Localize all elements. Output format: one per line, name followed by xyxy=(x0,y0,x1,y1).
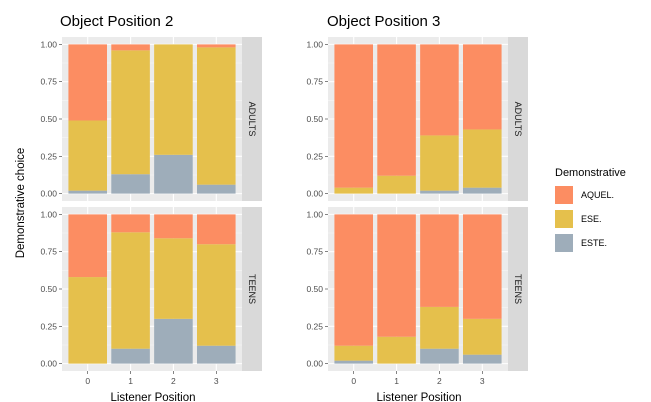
y-tick-label: 0.50 xyxy=(306,114,323,124)
x-tick-label: 3 xyxy=(214,376,219,386)
bar-ese-3 xyxy=(197,244,236,346)
y-tick-label: 0.25 xyxy=(306,151,323,161)
panels: 0.000.250.500.751.00ADULTS0.000.250.500.… xyxy=(40,37,528,386)
bar-este-1 xyxy=(111,174,150,194)
panel-title-object-position-2: Object Position 2 xyxy=(60,13,173,30)
bar-ese-3 xyxy=(463,129,502,188)
x-tick-label: 0 xyxy=(351,376,356,386)
bar-ese-1 xyxy=(377,175,416,194)
legend-key-ese xyxy=(555,210,573,228)
y-axis-title: Demonstrative choice xyxy=(15,148,27,259)
bar-aquel-2 xyxy=(420,214,459,307)
bar-aquel-1 xyxy=(377,44,416,176)
panel-object-position-2-adults: 0.00 0.25 0.50 0.75 1.00 ADULTS xyxy=(40,37,262,201)
legend-label-ese: ESE. xyxy=(581,214,602,224)
panel-object-position-3-adults: 0.00 0.25 0.50 0.75 1.00 ADULTS xyxy=(306,37,528,201)
bar-aquel-1 xyxy=(377,214,416,337)
bar-aquel-3 xyxy=(197,214,236,245)
y-tick-label: 0.75 xyxy=(306,247,323,257)
y-tick-label: 0.00 xyxy=(306,189,323,199)
y-tick-label: 0.75 xyxy=(306,77,323,87)
bar-aquel-1 xyxy=(111,44,150,51)
legend-label-aquel: AQUEL. xyxy=(581,190,614,200)
y-tick-label: 0.50 xyxy=(306,284,323,294)
bar-aquel-3 xyxy=(197,44,236,48)
bar-aquel-3 xyxy=(463,44,502,130)
y-tick-label: 1.00 xyxy=(306,209,323,219)
x-tick-label: 1 xyxy=(394,376,399,386)
bar-ese-2 xyxy=(154,44,193,155)
legend-title: Demonstrative xyxy=(555,167,626,179)
y-tick-label: 1.00 xyxy=(40,39,57,49)
bar-este-0 xyxy=(68,190,107,194)
bar-ese-3 xyxy=(197,47,236,185)
panel-object-position-3-teens: 0.00 0.25 0.50 0.75 1.00 0 1 2 3 TEENS xyxy=(306,207,528,386)
bar-este-3 xyxy=(197,184,236,194)
y-tick-label: 0.00 xyxy=(306,359,323,369)
bar-ese-2 xyxy=(420,306,459,349)
bar-aquel-0 xyxy=(334,214,373,346)
panel-title-object-position-3: Object Position 3 xyxy=(327,13,440,30)
legend: Demonstrative AQUEL. ESE. ESTE. xyxy=(555,167,626,252)
y-tick-label: 0.25 xyxy=(40,151,57,161)
bar-aquel-2 xyxy=(420,44,459,136)
x-tick-label: 2 xyxy=(437,376,442,386)
y-tick-label: 0.25 xyxy=(306,321,323,331)
bar-aquel-0 xyxy=(334,44,373,188)
bar-este-3 xyxy=(463,354,502,364)
y-tick-label: 0.75 xyxy=(40,77,57,87)
y-tick-label: 0.25 xyxy=(40,321,57,331)
bar-ese-2 xyxy=(154,238,193,319)
facet-strip-label: TEENS xyxy=(247,274,257,304)
y-tick-label: 0.00 xyxy=(40,189,57,199)
facet-strip-label: ADULTS xyxy=(247,102,257,137)
x-tick-label: 1 xyxy=(128,376,133,386)
facet-strip xyxy=(242,37,262,201)
legend-key-este xyxy=(555,234,573,252)
x-axis-title-left: Listener Position xyxy=(110,392,195,402)
bar-este-2 xyxy=(154,318,193,364)
bar-ese-1 xyxy=(377,336,416,364)
x-tick-label: 3 xyxy=(480,376,485,386)
bar-aquel-3 xyxy=(463,214,502,319)
bar-ese-1 xyxy=(111,232,150,349)
legend-key-aquel xyxy=(555,186,573,204)
facet-strip xyxy=(508,207,528,371)
bar-ese-2 xyxy=(420,135,459,191)
bar-este-2 xyxy=(154,154,193,194)
facet-strip xyxy=(242,207,262,371)
panel-object-position-2-teens: 0.00 0.25 0.50 0.75 1.00 0 1 2 3 TEENS xyxy=(40,207,262,386)
legend-label-este: ESTE. xyxy=(581,238,607,248)
bar-este-1 xyxy=(111,348,150,364)
y-tick-label: 0.00 xyxy=(40,359,57,369)
y-tick-label: 0.75 xyxy=(40,247,57,257)
bar-ese-3 xyxy=(463,318,502,355)
facet-strip xyxy=(508,37,528,201)
y-tick-label: 0.50 xyxy=(40,114,57,124)
bar-ese-0 xyxy=(334,187,373,194)
bar-ese-0 xyxy=(68,277,107,364)
x-tick-label: 2 xyxy=(171,376,176,386)
bar-este-3 xyxy=(463,187,502,194)
facet-strip-label: ADULTS xyxy=(513,102,523,137)
bar-ese-0 xyxy=(68,120,107,191)
bar-ese-1 xyxy=(111,50,150,175)
bar-este-2 xyxy=(420,348,459,364)
facet-strip-label: TEENS xyxy=(513,274,523,304)
bar-este-2 xyxy=(420,190,459,194)
x-tick-label: 0 xyxy=(85,376,90,386)
y-tick-label: 0.50 xyxy=(40,284,57,294)
bar-aquel-2 xyxy=(154,214,193,239)
bar-aquel-1 xyxy=(111,214,150,233)
bar-aquel-0 xyxy=(68,214,107,278)
y-tick-label: 1.00 xyxy=(40,209,57,219)
bar-este-3 xyxy=(197,345,236,364)
bar-este-0 xyxy=(334,360,373,364)
y-tick-label: 1.00 xyxy=(306,39,323,49)
x-axis-title-right: Listener Position xyxy=(376,392,461,402)
bar-ese-0 xyxy=(334,345,373,361)
bar-aquel-0 xyxy=(68,44,107,121)
